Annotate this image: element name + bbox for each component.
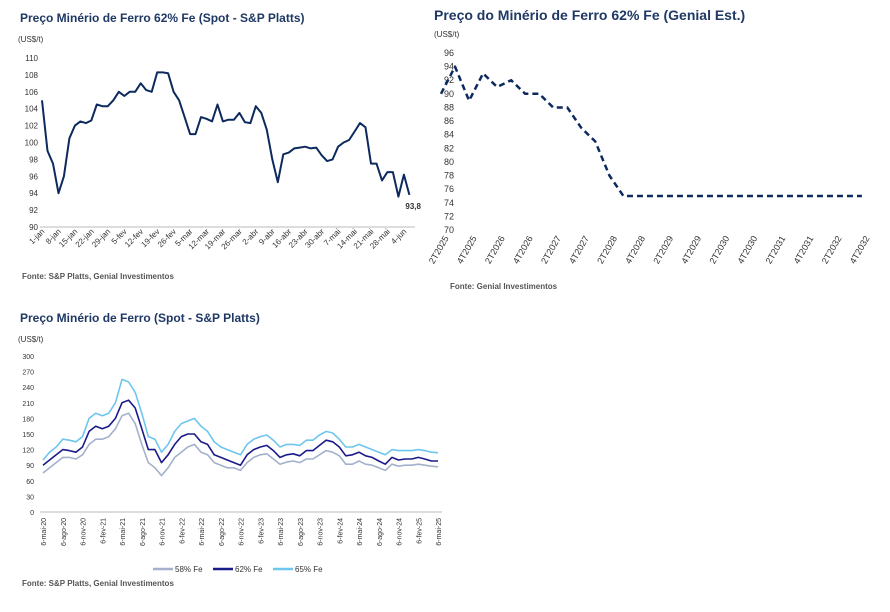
- x-tick-label: 6-mai-25: [436, 518, 443, 546]
- x-tick-label: 6-ago-21: [140, 518, 147, 546]
- data-line: [42, 399, 438, 466]
- y-tick-label: 106: [25, 88, 39, 97]
- x-tick-label: 2T2032: [820, 234, 844, 265]
- x-tick-label: 6-fev-23: [258, 518, 265, 544]
- axis-unit: (US$/t): [434, 30, 460, 39]
- legend-label: 62% Fe: [235, 565, 263, 574]
- x-tick-label: 2-abr: [241, 227, 261, 247]
- x-tick-label: 4T2029: [679, 234, 703, 265]
- x-tick-label: 2T2028: [595, 234, 619, 265]
- source-note: Fonte: Genial Investimentos: [450, 282, 558, 291]
- x-tick-label: 26-fev: [156, 227, 178, 249]
- x-tick-label: 4T2027: [567, 234, 591, 265]
- x-tick-label: 6-mai-23: [278, 518, 285, 546]
- x-tick-label: 6-nov-23: [318, 518, 325, 546]
- x-tick-label: 6-nov-24: [397, 518, 404, 546]
- x-tick-label: 6-mai-20: [41, 518, 48, 546]
- y-tick-label: 96: [29, 172, 38, 181]
- y-tick-label: 104: [25, 105, 39, 114]
- y-tick-label: 0: [30, 510, 34, 517]
- legend-label: 58% Fe: [175, 565, 203, 574]
- y-tick-label: 270: [22, 370, 34, 377]
- y-tick-label: 74: [444, 198, 454, 208]
- y-tick-label: 76: [444, 184, 454, 194]
- y-tick-label: 96: [444, 48, 454, 58]
- x-tick-label: 2T2025: [427, 234, 451, 265]
- y-tick-label: 100: [25, 139, 39, 148]
- x-tick-label: 4T2030: [735, 234, 759, 265]
- x-tick-label: 30-abr: [303, 227, 326, 250]
- x-tick-label: 4T2026: [511, 234, 535, 265]
- y-tick-label: 210: [22, 401, 34, 408]
- x-tick-label: 2T2031: [764, 234, 788, 265]
- x-tick-label: 4-jun: [389, 227, 408, 246]
- x-tick-label: 6-ago-23: [298, 518, 305, 546]
- y-tick-label: 30: [26, 494, 34, 501]
- y-tick-label: 82: [444, 143, 454, 153]
- x-tick-label: 4T2031: [792, 234, 816, 265]
- y-tick-label: 90: [26, 463, 34, 470]
- y-tick-label: 90: [444, 89, 454, 99]
- x-tick-label: 6-nov-21: [160, 518, 167, 546]
- y-tick-label: 108: [25, 71, 39, 80]
- y-tick-label: 88: [444, 102, 454, 112]
- x-tick-label: 6-ago-24: [377, 518, 384, 546]
- y-tick-label: 110: [25, 54, 38, 63]
- x-tick-label: 6-mai-22: [199, 518, 206, 546]
- y-tick-label: 300: [22, 354, 34, 361]
- x-tick-label: 6-nov-20: [81, 518, 88, 546]
- x-tick-label: 4T2032: [848, 234, 872, 265]
- y-tick-label: 98: [29, 155, 38, 164]
- axis-unit: (US$/t): [18, 335, 44, 344]
- x-tick-label: 4T2028: [623, 234, 647, 265]
- y-tick-label: 80: [444, 157, 454, 167]
- x-tick-label: 6-mai-24: [357, 518, 364, 546]
- x-tick-label: 6-fev-21: [100, 518, 107, 544]
- x-tick-label: 2T2030: [707, 234, 731, 265]
- value-label: 93,8: [405, 202, 421, 211]
- y-tick-label: 92: [29, 206, 38, 215]
- y-tick-label: 70: [444, 225, 454, 235]
- chart-title: Preço Minério de Ferro 62% Fe (Spot - S&…: [20, 11, 305, 25]
- y-tick-label: 102: [25, 122, 39, 131]
- y-tick-label: 180: [22, 416, 34, 423]
- axis-unit: (US$/t): [18, 35, 44, 44]
- x-tick-label: 6-mai-21: [120, 518, 127, 546]
- data-line: [41, 71, 411, 198]
- x-tick-label: 6-fev-24: [337, 518, 344, 544]
- y-tick-label: 84: [444, 130, 454, 140]
- source-note: Fonte: S&P Platts, Genial Investimentos: [22, 272, 174, 281]
- x-tick-label: 2T2027: [539, 234, 563, 265]
- x-tick-label: 6-nov-22: [239, 518, 246, 546]
- y-tick-label: 86: [444, 116, 454, 126]
- x-tick-label: 6-ago-22: [219, 518, 226, 546]
- y-tick-label: 150: [22, 432, 34, 439]
- data-line: [42, 412, 439, 477]
- x-tick-label: 2T2026: [483, 234, 507, 265]
- data-line: [439, 65, 862, 198]
- x-tick-label: 6-fev-25: [416, 518, 423, 544]
- data-line: [42, 378, 439, 461]
- y-tick-label: 78: [444, 171, 454, 181]
- x-tick-label: 6-ago-20: [61, 518, 68, 546]
- chart-title: Preço Minério de Ferro (Spot - S&P Platt…: [20, 311, 260, 325]
- y-tick-label: 120: [22, 448, 34, 455]
- x-tick-label: 29-jan: [90, 227, 112, 249]
- chart-title: Preço do Minério de Ferro 62% Fe (Genial…: [434, 7, 745, 23]
- legend-label: 65% Fe: [295, 565, 323, 574]
- x-tick-label: 6-fev-22: [179, 518, 186, 544]
- y-tick-label: 60: [26, 479, 34, 486]
- x-tick-label: 2T2029: [651, 234, 675, 265]
- y-tick-label: 240: [22, 385, 34, 392]
- y-tick-label: 72: [444, 211, 454, 221]
- source-note: Fonte: S&P Platts, Genial Investimentos: [22, 579, 174, 588]
- x-tick-label: 4T2025: [455, 234, 479, 265]
- y-tick-label: 94: [29, 189, 38, 198]
- y-tick-label: 90: [29, 223, 38, 232]
- y-tick-label: 94: [444, 62, 454, 72]
